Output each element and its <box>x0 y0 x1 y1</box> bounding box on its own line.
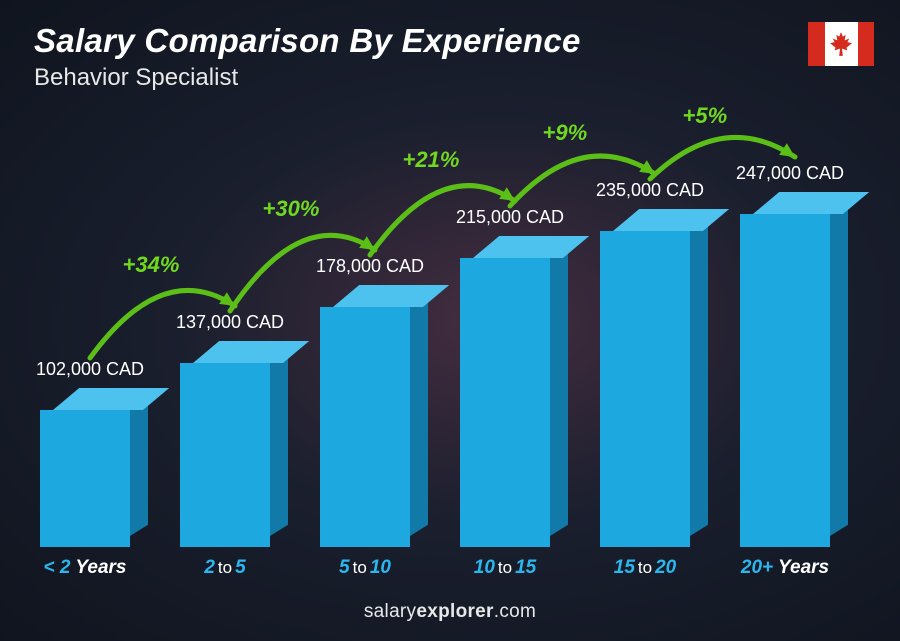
growth-arc: +5% <box>0 99 870 579</box>
flag-band-right <box>858 22 875 66</box>
growth-pct-label: +5% <box>683 103 728 129</box>
footer-credit: salaryexplorer.com <box>0 601 900 623</box>
footer-c: .com <box>494 601 536 622</box>
flag-center <box>825 22 858 66</box>
footer-a: salary <box>364 601 416 622</box>
maple-leaf-icon <box>830 32 852 56</box>
footer-b: explorer <box>416 601 493 622</box>
page-title: Salary Comparison By Experience <box>34 22 581 60</box>
page-subtitle: Behavior Specialist <box>34 64 581 92</box>
flag-band-left <box>808 22 825 66</box>
salary-bar-chart: < 2 Years102,000 CAD2to5137,000 CAD+34%5… <box>0 99 870 579</box>
flag-canada <box>808 22 874 66</box>
